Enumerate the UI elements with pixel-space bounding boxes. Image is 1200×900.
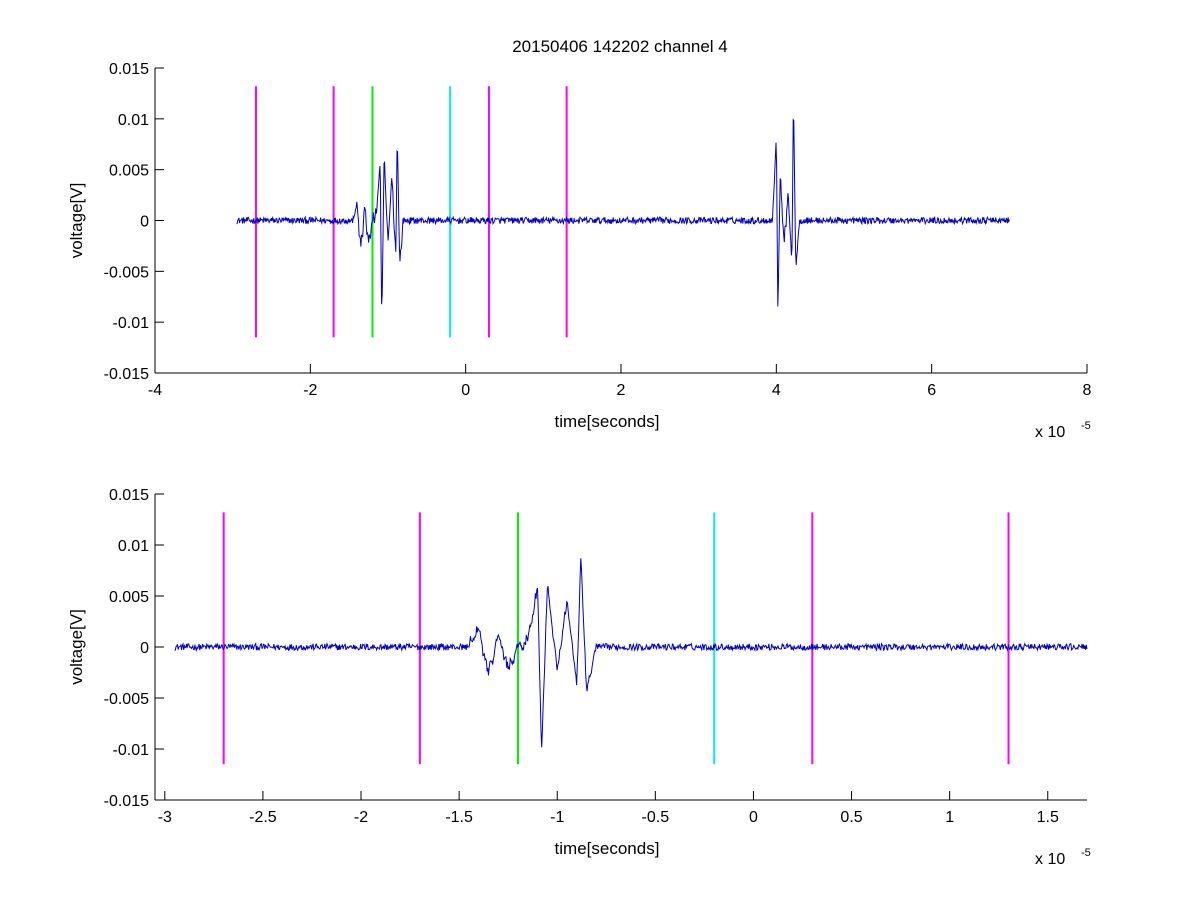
x-axis-label: time[seconds] [555, 412, 660, 431]
bottom-axes: -0.015 -0.01 -0.005 0 0.005 0.01 0.015 -3 -2.5 -2… [67, 487, 1091, 868]
x-tick-label: -2 [354, 809, 368, 826]
signal-trace [236, 118, 1010, 307]
x-tick-label: 1.5 [1037, 809, 1059, 826]
figure-title: 20150406 142202 channel 4 [512, 37, 728, 56]
y-tick-label: 0.005 [109, 163, 149, 180]
y-tick-label: 0.01 [118, 538, 149, 555]
x-tick-label: 0.5 [840, 809, 862, 826]
y-tick-label: 0 [140, 214, 149, 231]
x-tick-label: 1 [945, 809, 954, 826]
y-tick-label: 0 [140, 640, 149, 657]
x-tick-label: -1 [550, 809, 564, 826]
x-tick-label: -2.5 [249, 809, 277, 826]
x-tick-label: 8 [1083, 382, 1092, 399]
signal-trace [174, 558, 1088, 748]
y-tick-label: -0.015 [104, 366, 149, 383]
x-tick-label: 0 [461, 382, 470, 399]
x-tick-label: 0 [749, 809, 758, 826]
x-tick-label: -3 [158, 809, 172, 826]
y-tick-label: 0.015 [109, 61, 149, 78]
y-axis-label: voltage[V] [67, 609, 86, 685]
x-exponent-label: x 10 [1035, 424, 1065, 441]
y-tick-label: 0.015 [109, 487, 149, 504]
y-tick-label: -0.005 [104, 691, 149, 708]
x-exponent-label: x 10 [1035, 851, 1065, 868]
x-exponent-power: -5 [1081, 420, 1091, 432]
x-tick-label: -0.5 [642, 809, 670, 826]
y-tick-label: -0.015 [104, 793, 149, 810]
x-axis-label: time[seconds] [555, 839, 660, 858]
y-tick-label: 0.005 [109, 589, 149, 606]
x-tick-label: -2 [303, 382, 317, 399]
x-tick-label: -4 [148, 382, 162, 399]
y-axis-label: voltage[V] [67, 183, 86, 259]
x-tick-label: 4 [772, 382, 781, 399]
top-axes: -0.015 -0.01 -0.005 0 0.005 0.01 0.015 -4 -2 0 2 4 6… [67, 61, 1092, 441]
x-tick-label: -1.5 [445, 809, 473, 826]
y-tick-label: -0.01 [113, 742, 150, 759]
y-tick-label: -0.01 [113, 315, 150, 332]
y-tick-label: 0.01 [118, 112, 149, 129]
x-tick-label: 6 [927, 382, 936, 399]
x-exponent-power: -5 [1081, 847, 1091, 859]
y-tick-label: -0.005 [104, 264, 149, 281]
x-tick-label: 2 [617, 382, 626, 399]
